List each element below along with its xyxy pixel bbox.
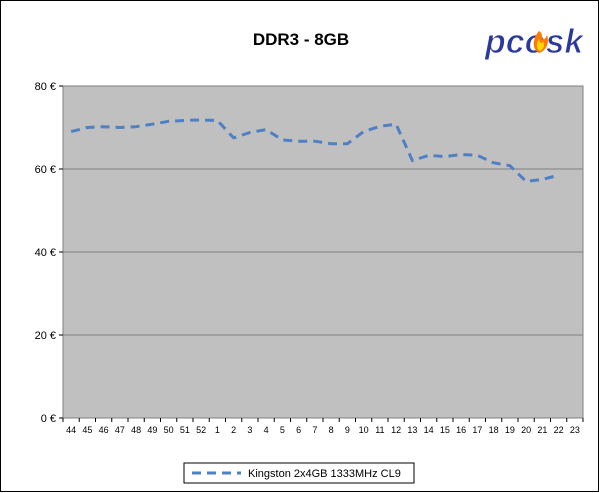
- x-tick-label-1: 1: [215, 425, 220, 435]
- x-tick-label-6: 6: [296, 425, 301, 435]
- x-tick-label-7: 7: [312, 425, 317, 435]
- data-point-7: [314, 141, 315, 142]
- y-tick-label-60: 60 €: [35, 164, 56, 176]
- x-tick-label-9: 9: [345, 425, 350, 435]
- x-tick-label-18: 18: [489, 425, 499, 435]
- data-point-50: [168, 121, 169, 122]
- x-tick-label-22: 22: [554, 425, 564, 435]
- x-tick-label-15: 15: [440, 425, 450, 435]
- series-layer: [70, 118, 559, 183]
- x-tick-label-45: 45: [82, 425, 92, 435]
- legend-label: Kingston 2x4GB 1333MHz CL9: [248, 468, 401, 480]
- x-tick-label-23: 23: [570, 425, 580, 435]
- data-point-46: [103, 126, 104, 127]
- data-point-12: [396, 124, 397, 125]
- y-axis: 0 € 20 € 40 € 60 € 80 €: [35, 81, 63, 425]
- data-point-11: [379, 126, 380, 127]
- data-point-52: [201, 120, 202, 121]
- x-tick-label-49: 49: [147, 425, 157, 435]
- x-tick-label-2: 2: [231, 425, 236, 435]
- data-point-19: [509, 165, 510, 166]
- pcosk-logo: pcosk: [484, 23, 586, 62]
- data-point-51: [184, 120, 185, 121]
- gridlines: [63, 168, 583, 336]
- data-point-45: [87, 127, 88, 128]
- data-point-21: [542, 179, 543, 180]
- data-point-9: [347, 143, 348, 144]
- data-point-16: [461, 154, 462, 155]
- data-point-18: [493, 162, 494, 163]
- data-point-1: [217, 120, 218, 121]
- x-tick-label-14: 14: [424, 425, 434, 435]
- x-tick-label-21: 21: [537, 425, 547, 435]
- x-tick-label-5: 5: [280, 425, 285, 435]
- x-tick-label-4: 4: [264, 425, 269, 435]
- x-tick-label-3: 3: [247, 425, 252, 435]
- chart-title: DDR3 - 8GB: [253, 30, 349, 49]
- data-point-3: [249, 132, 250, 133]
- flame-icon: [533, 31, 549, 53]
- y-tick-label-20: 20 €: [35, 330, 56, 342]
- x-tick-label-19: 19: [505, 425, 515, 435]
- data-point-49: [152, 124, 153, 125]
- series-line-0: [70, 118, 559, 183]
- x-tick-label-17: 17: [472, 425, 482, 435]
- data-point-14: [428, 155, 429, 156]
- x-tick-label-12: 12: [391, 425, 401, 435]
- x-tick-label-51: 51: [180, 425, 190, 435]
- data-point-17: [477, 155, 478, 156]
- data-point-48: [136, 126, 137, 127]
- data-point-8: [331, 143, 332, 144]
- x-tick-label-13: 13: [407, 425, 417, 435]
- x-tick-label-16: 16: [456, 425, 466, 435]
- y-tick-label-80: 80 €: [35, 81, 56, 93]
- data-point-2: [233, 137, 234, 138]
- x-tick-label-47: 47: [115, 425, 125, 435]
- data-point-13: [412, 160, 413, 161]
- y-tick-label-0: 0 €: [41, 413, 56, 425]
- legend-box: [183, 462, 415, 484]
- data-point-44: [71, 131, 72, 132]
- x-axis: 44 45 46 47 48 49 50 51 52 1 2 3 4 5 6 7 8 9 10 11 12 13 14 15 1…: [62, 418, 584, 435]
- data-point-22: [558, 175, 559, 176]
- data-point-47: [119, 127, 120, 128]
- x-tick-label-50: 50: [164, 425, 174, 435]
- data-point-10: [363, 131, 364, 132]
- x-tick-label-20: 20: [521, 425, 531, 435]
- x-tick-label-48: 48: [131, 425, 141, 435]
- x-tick-label-8: 8: [329, 425, 334, 435]
- x-tick-label-44: 44: [66, 425, 76, 435]
- x-tick-label-46: 46: [99, 425, 109, 435]
- y-tick-label-40: 40 €: [35, 247, 56, 259]
- data-point-5: [282, 139, 283, 140]
- x-tick-label-52: 52: [196, 425, 206, 435]
- data-point-6: [298, 141, 299, 142]
- x-tick-label-10: 10: [359, 425, 369, 435]
- data-point-20: [526, 181, 527, 182]
- legend: Kingston 2x4GB 1333MHz CL9: [183, 462, 415, 484]
- x-tick-label-11: 11: [375, 425, 384, 435]
- data-point-4: [266, 129, 267, 130]
- data-point-15: [444, 156, 445, 157]
